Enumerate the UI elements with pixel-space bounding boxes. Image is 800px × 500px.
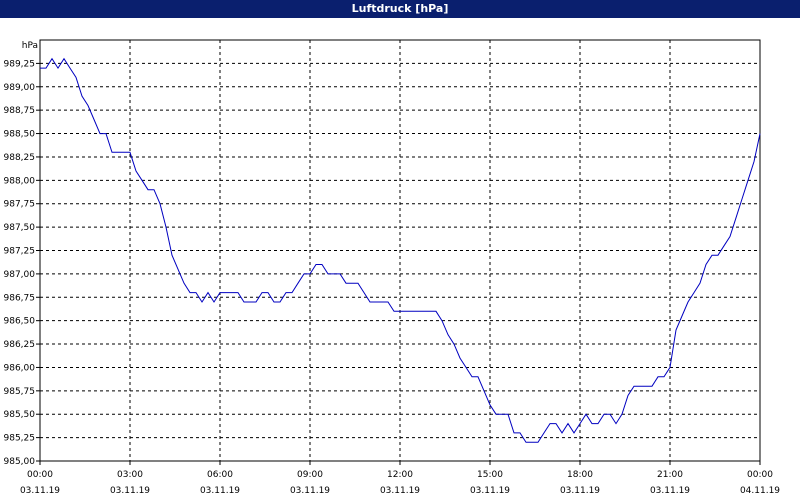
- x-tick-date-label: 03.11.19: [470, 486, 510, 496]
- x-tick-time-label: 15:00: [477, 470, 503, 480]
- y-tick-label: 986,25: [4, 340, 36, 350]
- x-tick-date-label: 03.11.19: [200, 486, 240, 496]
- x-tick-time-label: 06:00: [207, 470, 233, 480]
- pressure-series-line: [40, 57, 761, 443]
- y-tick-label: 987,50: [4, 223, 36, 233]
- x-tick-time-label: 03:00: [117, 470, 143, 480]
- x-tick-time-label: 21:00: [657, 470, 683, 480]
- pressure-line-chart: 985,00 985,25 985,50 985,75 986,00 986,25 986,…: [4, 39, 780, 496]
- window-title: Luftdruck [hPa]: [0, 0, 800, 18]
- x-tick-date-label: 03.11.19: [20, 486, 60, 496]
- y-tick-label: 985,50: [4, 410, 36, 420]
- y-tick-label: 986,75: [4, 293, 36, 303]
- y-axis-unit-label: hPa: [22, 41, 38, 51]
- y-tick-label: 985,25: [4, 434, 36, 444]
- y-tick-label: 987,25: [4, 247, 36, 257]
- x-tick-time-label: 00:00: [27, 470, 53, 480]
- grid: [40, 40, 760, 461]
- x-tick-time-label: 18:00: [567, 470, 593, 480]
- y-tick-label: 988,00: [4, 176, 36, 186]
- x-tick-time-label: 12:00: [387, 470, 413, 480]
- plot-border: [39, 39, 761, 462]
- y-tick-label: 985,00: [4, 457, 36, 467]
- y-tick-label: 989,25: [4, 59, 36, 69]
- x-tick-labels: 00:00 03.11.19 03:00 03.11.19 06:00 03.11.19 0…: [20, 470, 780, 496]
- x-tick-date-label: 03.11.19: [380, 486, 420, 496]
- axes: [36, 39, 761, 465]
- y-tick-label: 985,75: [4, 387, 36, 397]
- x-tick-date-label: 03.11.19: [110, 486, 150, 496]
- y-tick-labels: 985,00 985,25 985,50 985,75 986,00 986,25 986,…: [4, 59, 36, 467]
- y-tick-label: 986,00: [4, 363, 36, 373]
- y-tick-label: 986,50: [4, 317, 36, 327]
- x-tick-date-label: 03.11.19: [560, 486, 600, 496]
- x-tick-date-label: 04.11.19: [740, 486, 780, 496]
- y-tick-label: 989,00: [4, 83, 36, 93]
- x-tick-date-label: 03.11.19: [290, 486, 330, 496]
- y-tick-label: 988,75: [4, 106, 36, 116]
- y-tick-label: 988,50: [4, 130, 36, 140]
- x-tick-time-label: 09:00: [297, 470, 323, 480]
- y-tick-label: 987,00: [4, 270, 36, 280]
- x-tick-date-label: 03.11.19: [650, 486, 690, 496]
- y-tick-label: 988,25: [4, 153, 36, 163]
- x-tick-time-label: 00:00: [747, 470, 773, 480]
- y-tick-label: 987,75: [4, 200, 36, 210]
